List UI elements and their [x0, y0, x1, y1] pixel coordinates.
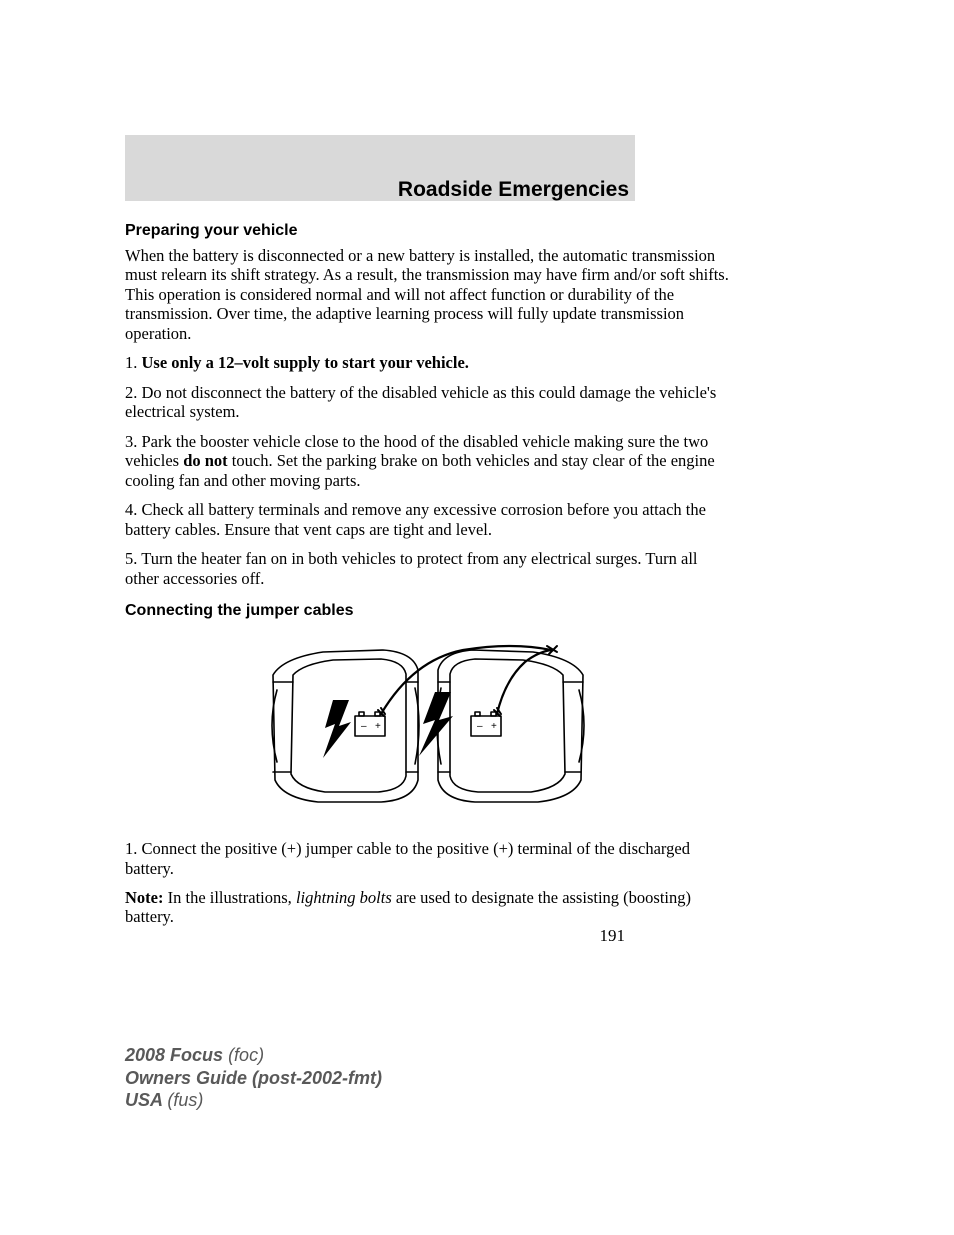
page-number: 191: [125, 926, 625, 946]
footer-model-code: (foc): [228, 1045, 264, 1065]
note-paragraph: Note: In the illustrations, lightning bo…: [125, 888, 730, 927]
diagram-svg: – + – +: [263, 630, 593, 820]
note-label: Note:: [125, 888, 163, 907]
connect-step-1: 1. Connect the positive (+) jumper cable…: [125, 839, 730, 878]
intro-paragraph: When the battery is disconnected or a ne…: [125, 246, 730, 343]
step-3-bold: do not: [183, 451, 227, 470]
step-5: 5. Turn the heater fan on in both vehicl…: [125, 549, 730, 588]
step-4: 4. Check all battery terminals and remov…: [125, 500, 730, 539]
jumper-cable-diagram: – + – +: [125, 630, 730, 825]
step-1-bold: Use only a 12–volt supply to start your …: [142, 353, 469, 372]
footer-model: 2008 Focus: [125, 1045, 228, 1065]
step-1: 1. Use only a 12–volt supply to start yo…: [125, 353, 730, 372]
svg-text:–: –: [361, 721, 367, 732]
step-3: 3. Park the booster vehicle close to the…: [125, 432, 730, 490]
note-italic: lightning bolts: [296, 888, 392, 907]
svg-text:–: –: [477, 721, 483, 732]
svg-text:+: +: [375, 721, 381, 732]
step-1-num: 1.: [125, 353, 142, 372]
note-a: In the illustrations,: [163, 888, 295, 907]
footer-line-2: Owners Guide (post-2002-fmt): [125, 1067, 382, 1090]
svg-text:+: +: [491, 721, 497, 732]
footer-region-code: (fus): [167, 1090, 203, 1110]
section-heading-connecting: Connecting the jumper cables: [125, 602, 730, 620]
step-2: 2. Do not disconnect the battery of the …: [125, 383, 730, 422]
footer: 2008 Focus (foc) Owners Guide (post-2002…: [125, 1044, 382, 1112]
footer-region: USA: [125, 1090, 167, 1110]
section-heading-preparing: Preparing your vehicle: [125, 222, 730, 240]
content-area: Preparing your vehicle When the battery …: [125, 222, 730, 937]
footer-guide: Owners Guide (post-2002-fmt): [125, 1068, 382, 1088]
footer-line-3: USA (fus): [125, 1089, 382, 1112]
footer-line-1: 2008 Focus (foc): [125, 1044, 382, 1067]
page: Roadside Emergencies Preparing your vehi…: [0, 0, 954, 1235]
page-title: Roadside Emergencies: [125, 178, 635, 202]
